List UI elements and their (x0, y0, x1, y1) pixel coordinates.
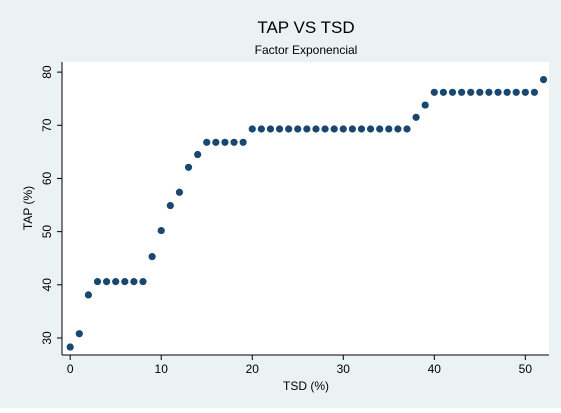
point (467, 88, 475, 96)
point (130, 278, 138, 286)
point (530, 88, 539, 96)
point (494, 88, 502, 96)
point (84, 291, 92, 299)
point (330, 125, 338, 133)
x-axis-label: TSD (%) (283, 379, 329, 393)
point (476, 88, 484, 96)
point (157, 226, 165, 235)
point (285, 125, 293, 133)
point (212, 138, 220, 146)
point (75, 330, 83, 338)
point (166, 201, 174, 210)
point (394, 125, 402, 133)
y-axis-label: TAP (%) (21, 186, 35, 230)
point (93, 278, 102, 286)
point (275, 125, 284, 133)
point (112, 278, 120, 286)
point (194, 150, 202, 159)
chart-title: TAP VS TSD (257, 18, 354, 37)
point (376, 125, 384, 133)
point (521, 88, 529, 96)
point (448, 88, 457, 96)
point (103, 278, 111, 286)
point (248, 125, 256, 133)
point (203, 138, 211, 146)
y-tick-label: 80 (40, 65, 54, 79)
point (403, 125, 411, 133)
point (312, 125, 320, 133)
point (366, 125, 375, 133)
chart-subtitle: Factor Exponencial (255, 43, 358, 57)
point (385, 125, 393, 133)
point (458, 88, 466, 96)
point (303, 125, 311, 133)
point (266, 125, 275, 133)
point (257, 125, 265, 133)
point (230, 138, 238, 146)
point (512, 88, 520, 96)
point (148, 253, 156, 261)
y-tick-label: 50 (40, 225, 54, 239)
point (321, 125, 329, 133)
point (175, 188, 184, 196)
point (348, 125, 356, 133)
point (485, 88, 493, 96)
x-tick-label: 0 (67, 362, 74, 376)
x-tick-label: 20 (246, 362, 260, 376)
plot-area (62, 62, 549, 355)
point (430, 88, 438, 96)
point (503, 88, 511, 96)
point (121, 278, 129, 286)
y-tick-label: 40 (40, 278, 54, 292)
point (221, 138, 229, 146)
x-tick-label: 50 (519, 362, 533, 376)
x-tick-label: 40 (428, 362, 442, 376)
y-tick-label: 30 (40, 331, 54, 345)
point (184, 163, 193, 171)
point (412, 113, 420, 121)
y-tick-label: 70 (40, 118, 54, 132)
point (439, 88, 448, 96)
point (421, 101, 429, 109)
point (66, 343, 74, 351)
point (339, 125, 347, 133)
point (294, 125, 302, 133)
x-tick-label: 30 (337, 362, 351, 376)
point (139, 278, 147, 286)
point (357, 125, 366, 133)
x-tick-label: 10 (155, 362, 169, 376)
point (239, 138, 247, 146)
y-tick-label: 60 (40, 171, 54, 185)
point (539, 75, 548, 84)
